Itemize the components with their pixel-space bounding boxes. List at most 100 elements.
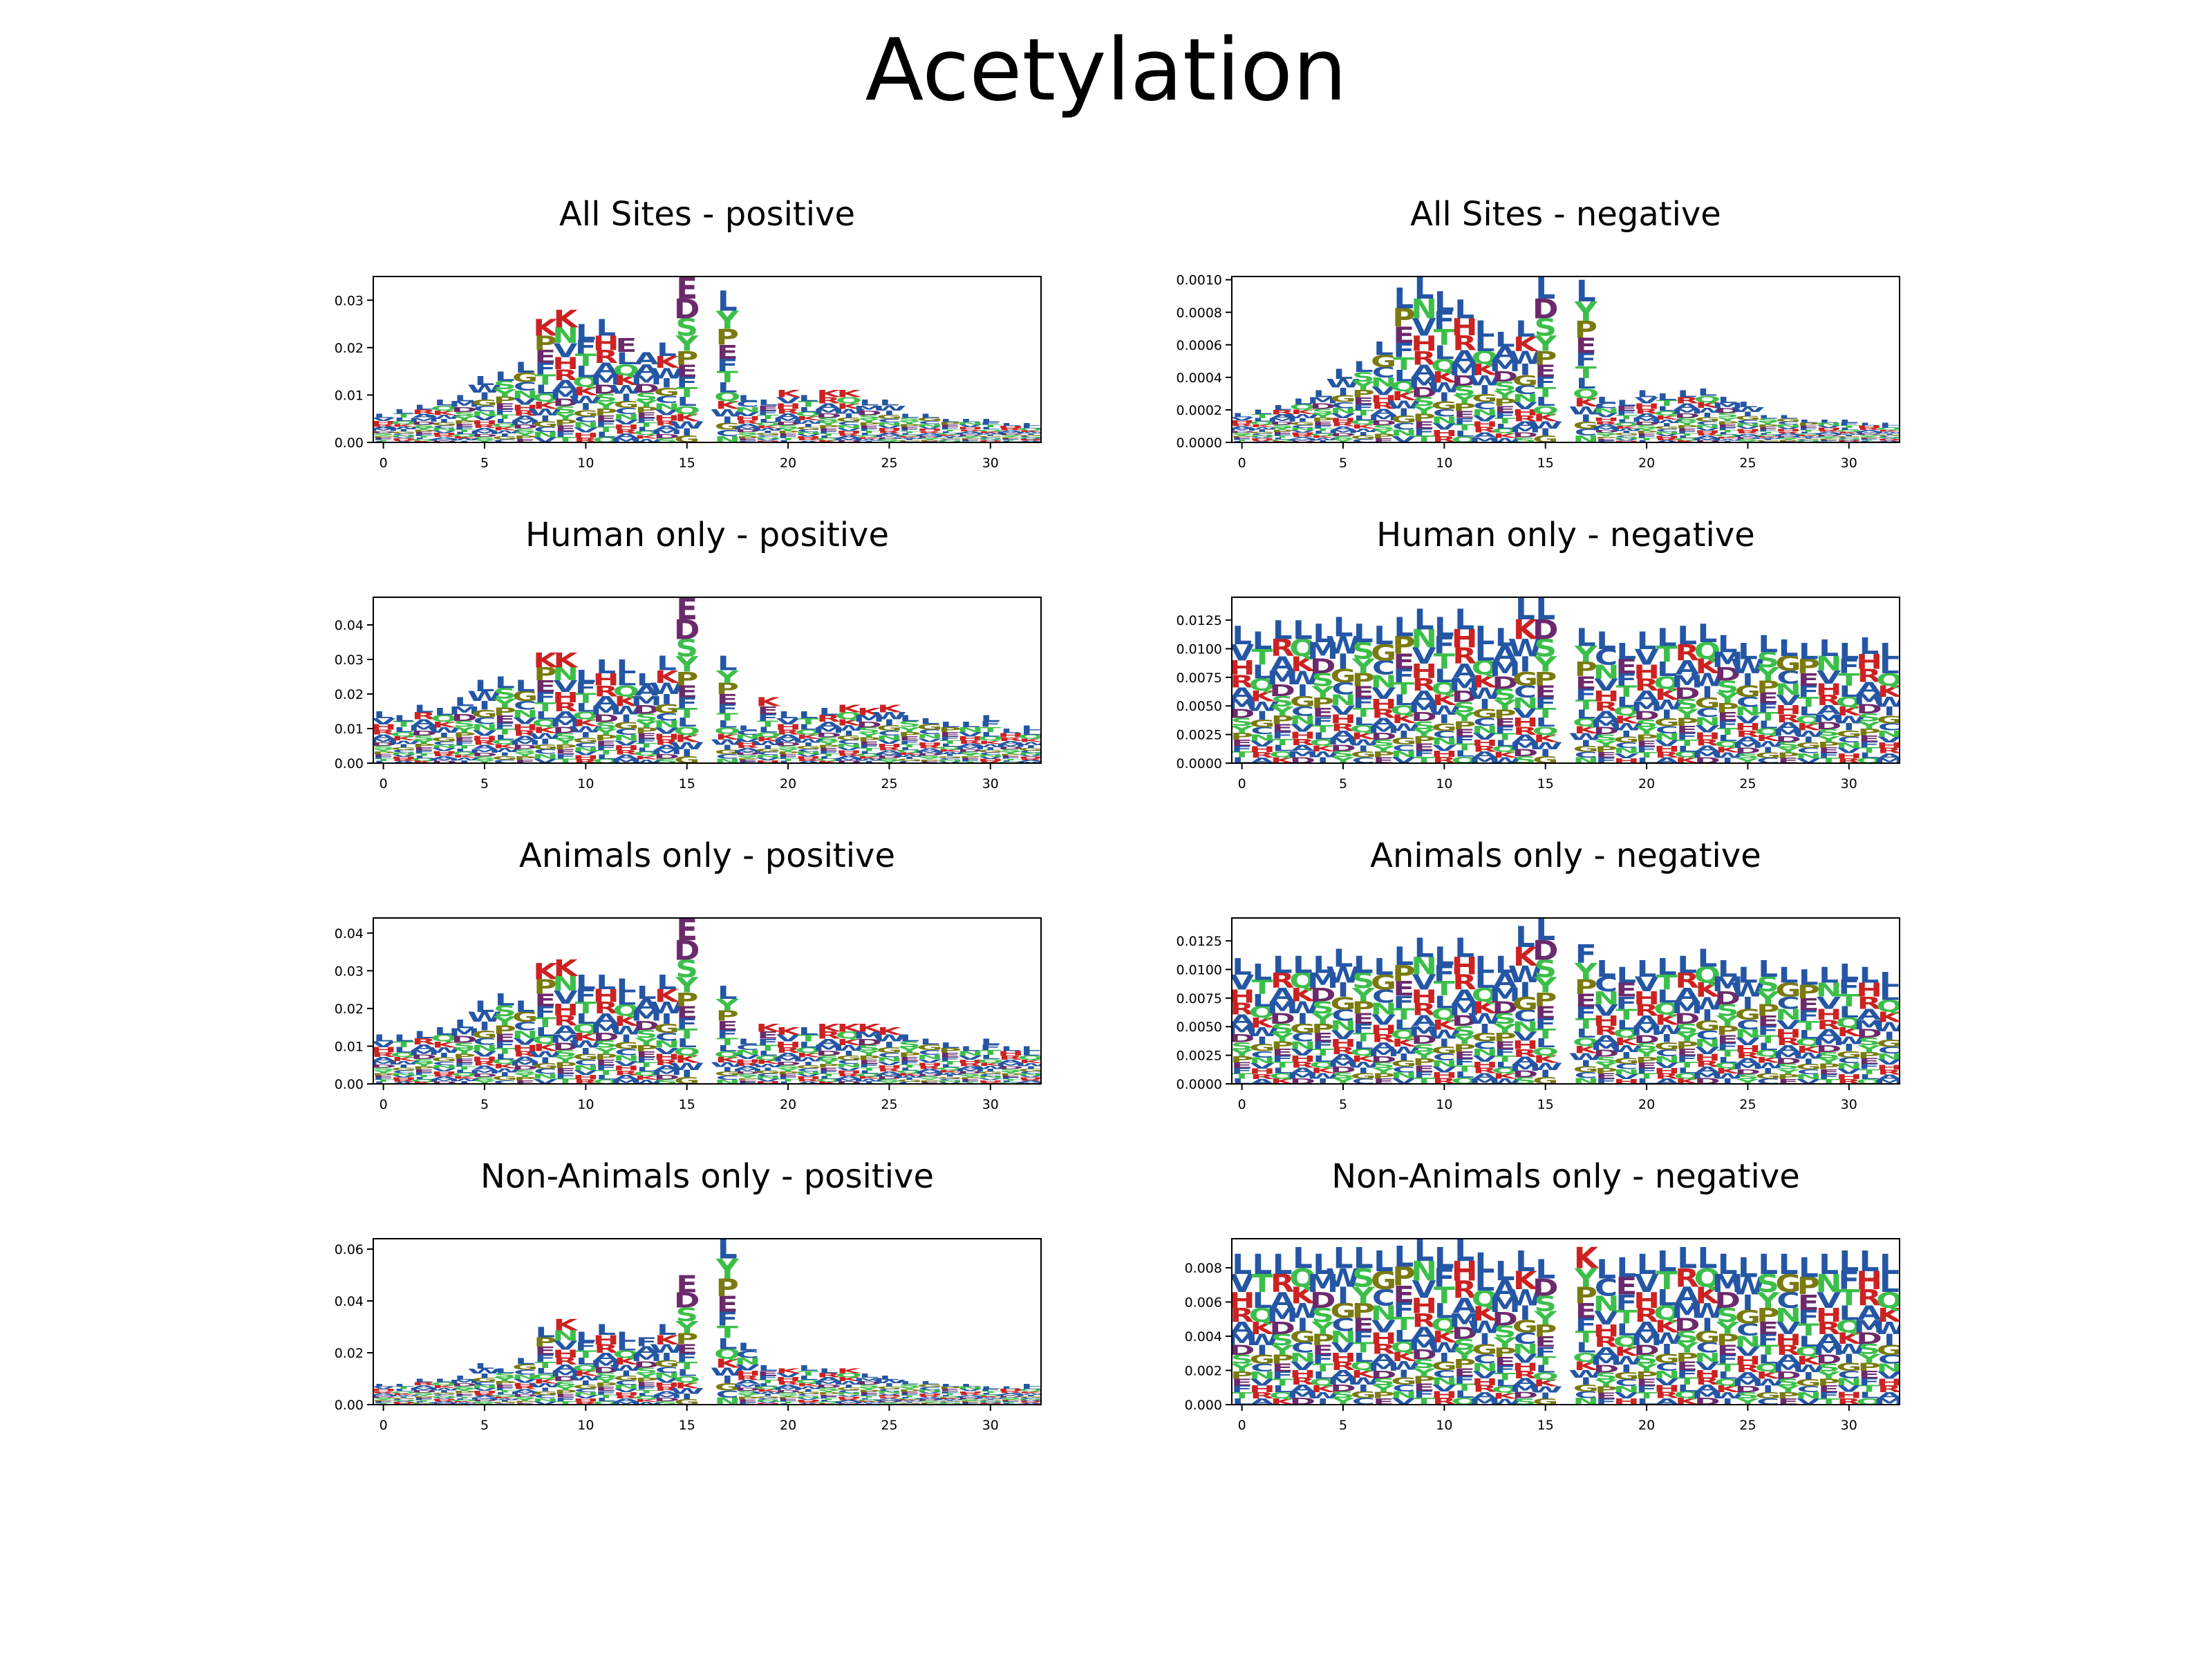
logo-letter: G [1533, 433, 1558, 444]
panel-title: Animals only - positive [518, 836, 895, 875]
logo-letter: W [487, 1067, 522, 1074]
logo-letter: G [1775, 979, 1801, 1001]
logo-letter: L [495, 674, 515, 692]
logo-letter: M [854, 713, 885, 724]
logo-letter: E [818, 1067, 839, 1071]
logo-letter: R [1291, 737, 1315, 747]
logo-letter: A [1371, 1351, 1396, 1366]
logo-letter: Q [1018, 428, 1044, 431]
logo-letter: G [937, 1076, 963, 1079]
logo-letter: A [391, 1081, 415, 1085]
logo-letter: L [859, 750, 879, 754]
y-tick-label: 0.01 [335, 722, 364, 737]
logo-chart: LTFEPYSDMARHVLARHVNCGIWKQLTLKQLTFEPYSDMA… [335, 917, 1042, 1112]
logo-letter: C [1291, 1031, 1314, 1044]
logo-letter: P [898, 731, 921, 738]
logo-letter: G [1613, 433, 1639, 436]
logo-letter: S [1000, 1397, 1022, 1399]
logo-letter: I [681, 747, 693, 758]
logo-letter: S [1858, 1035, 1881, 1047]
logo-letter: L [1252, 661, 1272, 683]
logo-letter: F [899, 1060, 920, 1065]
logo-letter: M [1469, 756, 1500, 765]
logo-letter: G [897, 1079, 922, 1082]
logo-letter: S [413, 1058, 435, 1065]
logo-letter: E [899, 1056, 920, 1062]
logo-letter: H [1734, 722, 1761, 733]
logo-letter: I [1479, 1331, 1490, 1348]
logo-letter: I [1025, 1394, 1037, 1397]
logo-letter: R [554, 1013, 578, 1029]
logo-letter: I [903, 1077, 915, 1080]
logo-letter: I [438, 1389, 450, 1393]
logo-letter: R [877, 430, 901, 433]
logo-letter: L [1880, 639, 1900, 664]
logo-letter: N [1593, 407, 1620, 415]
logo-letter: F [1595, 1078, 1617, 1086]
logo-letter: M [449, 1027, 480, 1038]
logo-letter: M [773, 1387, 804, 1391]
logo-letter: E [737, 438, 758, 441]
logo-letter: P [1453, 1358, 1476, 1371]
logo-letter: Q [1018, 733, 1044, 740]
logo-letter: Y [634, 398, 658, 409]
logo-letter: Q [856, 1399, 883, 1401]
logo-letter: V [1655, 1060, 1680, 1069]
logo-letter: Q [391, 420, 418, 425]
logo-letter: N [1613, 747, 1640, 755]
logo-letter: L [393, 1046, 413, 1054]
logo-letter: C [615, 1380, 637, 1387]
logo-letter: Q [1795, 1037, 1822, 1049]
logo-letter: L [940, 418, 960, 422]
logo-letter: H [977, 1080, 1004, 1082]
logo-letter: G [391, 747, 416, 751]
x-tick-label: 25 [881, 1097, 897, 1112]
logo-letter: C [898, 1081, 921, 1085]
logo-letter: V [513, 396, 537, 406]
logo-letter: P [413, 429, 435, 433]
logo-letter: C [1514, 1007, 1537, 1025]
logo-letter: L [1718, 432, 1738, 435]
logo-letter: L [637, 1392, 657, 1397]
logo-letter: E [1272, 1047, 1293, 1058]
logo-letter: W [973, 1397, 1008, 1399]
logo-letter: D [1371, 731, 1397, 742]
logo-letter: H [1472, 1377, 1498, 1388]
logo-letter: L [1232, 954, 1252, 980]
logo-letter: C [1756, 1078, 1779, 1086]
logo-letter: T [939, 429, 961, 432]
logo-letter: K [816, 1022, 842, 1035]
logo-letter: K [938, 1069, 964, 1074]
logo-letter: G [1654, 716, 1680, 729]
logo-letter: D [654, 753, 680, 760]
logo-letter: I [1742, 670, 1754, 690]
x-tick-label: 10 [1436, 1097, 1452, 1112]
logo-letter: H [391, 1402, 417, 1403]
logo-letter: F [1717, 719, 1738, 731]
logo-letter: H [795, 1399, 821, 1402]
logo-letter: L [535, 382, 555, 397]
logo-letter: I [438, 418, 450, 424]
logo-letter: M [1854, 691, 1885, 708]
logo-letter: L [1859, 751, 1880, 760]
logo-letter: C [979, 752, 1002, 756]
logo-letter: L [1758, 956, 1778, 982]
logo-letter: S [959, 751, 982, 755]
logo-letter: A [877, 433, 901, 436]
logo-letter: L [1799, 705, 1819, 719]
logo-letter: L [454, 1375, 474, 1381]
logo-letter: H [1694, 1052, 1721, 1062]
logo-letter: K [1574, 1044, 1600, 1056]
logo-letter: H [1431, 1071, 1457, 1080]
x-tick-label: 10 [577, 456, 594, 471]
logo-letter: W [649, 365, 684, 382]
logo-letter: W [467, 383, 502, 395]
logo-letter: K [574, 718, 599, 729]
logo-letter: G [512, 689, 538, 704]
